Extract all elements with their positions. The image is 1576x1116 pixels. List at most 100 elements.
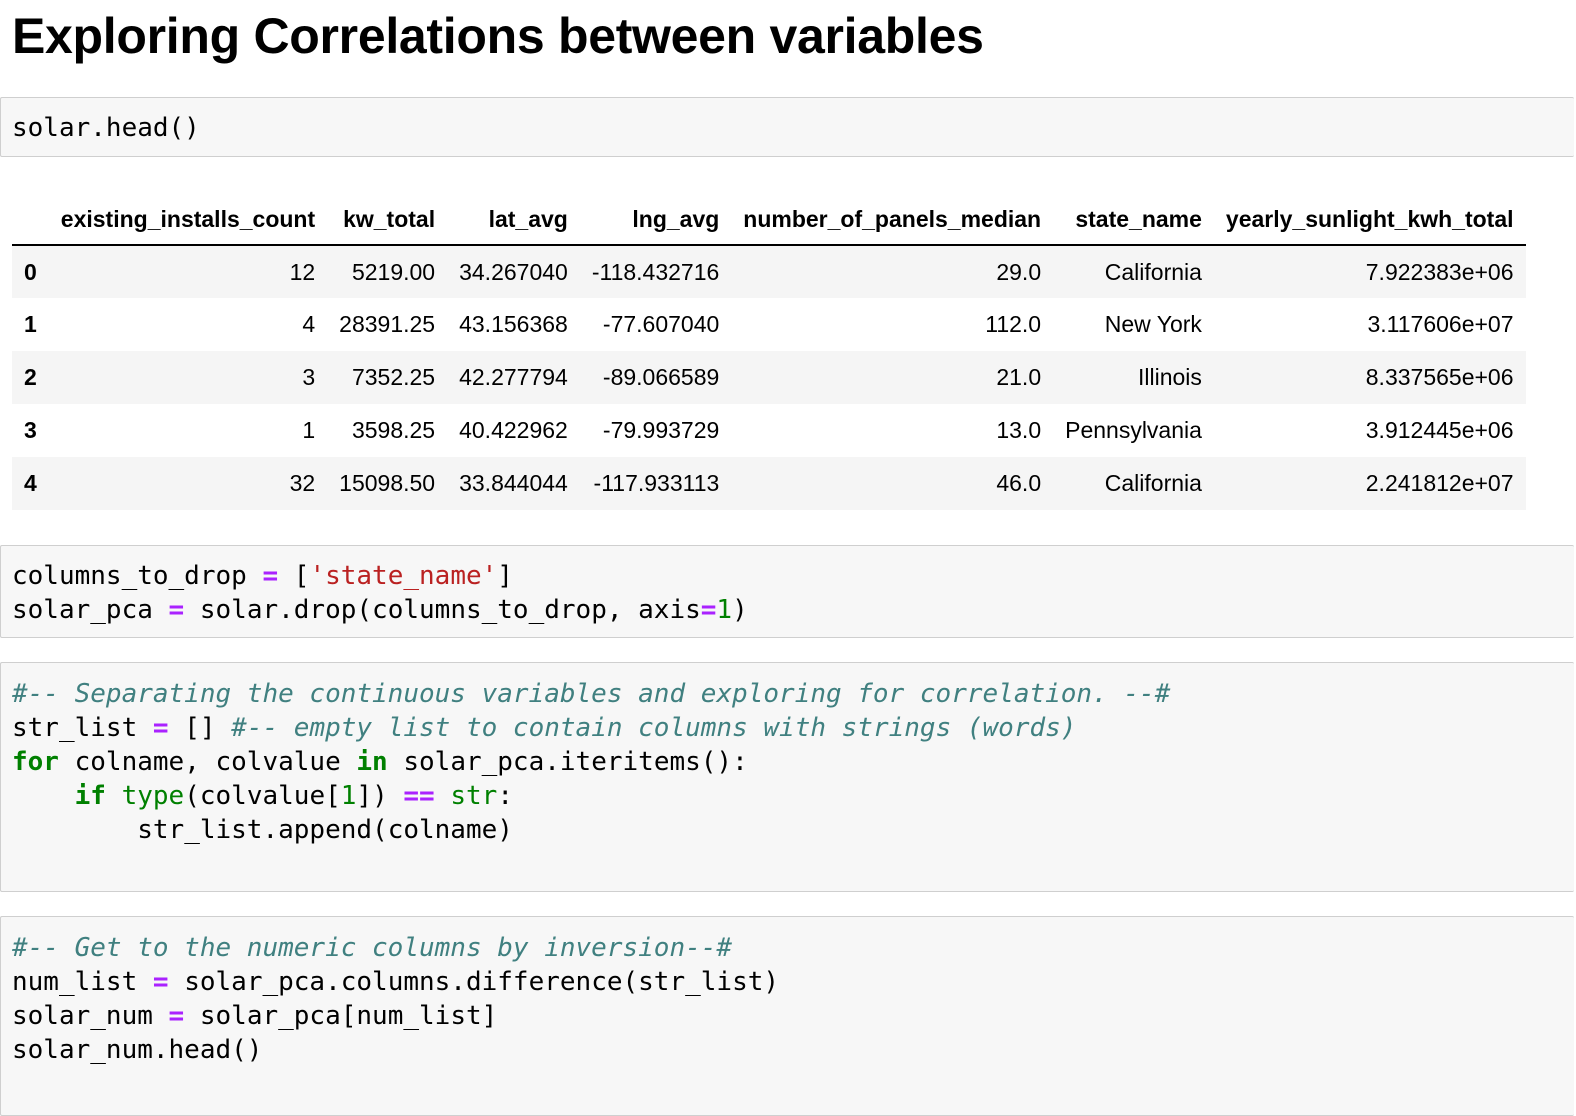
- code-line: solar.head(): [1, 111, 1574, 145]
- index-header: [12, 195, 49, 246]
- code-cell-3[interactable]: #-- Separating the continuous variables …: [0, 662, 1574, 892]
- column-header: kw_total: [327, 195, 448, 246]
- table-cell: -77.607040: [602, 311, 720, 337]
- row-index: 1: [24, 311, 37, 337]
- dataframe-output: existing_installs_count kw_total lat_avg ln…: [12, 195, 1526, 510]
- code-var: solar_num: [12, 1001, 153, 1031]
- column-header: number_of_panels_median: [731, 195, 1054, 246]
- row-index: 0: [24, 258, 37, 285]
- table-cell: 1: [302, 417, 316, 443]
- code-builtin: str: [450, 781, 498, 811]
- table-row: 3 1 3598.25 40.422962 -79.993729 13.0 Pennsylv…: [12, 404, 1526, 457]
- table-cell: 46.0: [996, 470, 1042, 496]
- code-operator: =: [700, 595, 717, 625]
- code-call: solar_pca.iteritems():: [403, 747, 748, 777]
- code-line: str_list = [] #-- empty list to contain …: [1, 711, 1574, 745]
- table-cell: 2.241812e+07: [1365, 470, 1514, 496]
- code-punct: ): [732, 595, 748, 625]
- code-comment: #-- empty list to contain columns with s…: [231, 713, 1077, 743]
- column-header: yearly_sunlight_kwh_total: [1213, 195, 1526, 246]
- column-header: lat_avg: [447, 195, 580, 246]
- table-header-row: existing_installs_count kw_total lat_avg ln…: [12, 195, 1526, 246]
- code-operator: =: [168, 1001, 185, 1031]
- table-cell: 4: [302, 311, 316, 337]
- table-row: 1 4 28391.25 43.156368 -77.607040 112.0 New Yo…: [12, 298, 1526, 351]
- code-operator: ==: [403, 781, 435, 811]
- table-cell: 34.267040: [459, 258, 568, 285]
- table-cell: 43.156368: [459, 311, 568, 337]
- code-line: num_list = solar_pca.columns.difference(…: [1, 965, 1574, 999]
- table-cell: 3598.25: [351, 417, 436, 443]
- row-index: 3: [24, 417, 37, 443]
- code-var: columns_to_drop: [12, 561, 247, 591]
- code-line: solar_num.head(): [1, 1033, 1574, 1067]
- table-cell: -79.993729: [602, 417, 720, 443]
- table-row: 2 3 7352.25 42.277794 -89.066589 21.0 Illinois…: [12, 351, 1526, 404]
- code-var: str_list: [12, 713, 138, 743]
- code-keyword: if: [74, 781, 106, 811]
- code-line: if type(colvalue[1]) == str:: [1, 779, 1574, 813]
- table-cell: California: [1104, 258, 1202, 285]
- code-line: solar_pca = solar.drop(columns_to_drop, …: [1, 593, 1574, 627]
- code-cell-4[interactable]: #-- Get to the numeric columns by invers…: [0, 916, 1574, 1116]
- code-string: 'state_name': [309, 561, 498, 591]
- table-cell: Illinois: [1138, 364, 1202, 390]
- table-row: 0 12 5219.00 34.267040 -118.432716 29.0 Califo…: [12, 245, 1526, 298]
- table-cell: 13.0: [996, 417, 1042, 443]
- code-line: #-- Get to the numeric columns by invers…: [1, 931, 1574, 965]
- table-cell: 112.0: [985, 311, 1042, 337]
- code-punct: [: [293, 561, 310, 591]
- code-call: solar_pca.columns.difference(str_list): [184, 967, 780, 997]
- code-comment: #-- Separating the continuous variables …: [12, 679, 1171, 709]
- table-cell: 15098.50: [339, 470, 436, 496]
- page-title: Exploring Correlations between variables: [12, 8, 984, 64]
- code-line: columns_to_drop = ['state_name']: [1, 559, 1574, 593]
- table-cell: 8.337565e+06: [1365, 364, 1514, 390]
- table-cell: 32: [289, 470, 316, 496]
- table-cell: -118.432716: [591, 258, 720, 285]
- code-punct: ]: [497, 561, 513, 591]
- code-cell-1[interactable]: solar.head(): [0, 97, 1574, 157]
- code-comment: #-- Get to the numeric columns by invers…: [12, 933, 733, 963]
- code-number: 1: [716, 595, 733, 625]
- table-cell: 3.912445e+06: [1365, 417, 1514, 443]
- table-cell: California: [1104, 470, 1202, 496]
- table-cell: 29.0: [996, 258, 1042, 285]
- code-var: num_list: [12, 967, 138, 997]
- code-punct: []: [184, 713, 216, 743]
- code-line: str_list.append(colname): [1, 813, 1574, 847]
- table-cell: 7352.25: [351, 364, 436, 390]
- code-builtin: type: [121, 781, 185, 811]
- code-cell-2[interactable]: columns_to_drop = ['state_name'] solar_p…: [0, 545, 1574, 638]
- table-cell: -89.066589: [602, 364, 720, 390]
- table-cell: 33.844044: [459, 470, 568, 496]
- table-cell: 28391.25: [339, 311, 436, 337]
- code-call: solar.drop(columns_to_drop, axis: [199, 595, 701, 625]
- code-keyword: for: [12, 747, 59, 777]
- dataframe-table: existing_installs_count kw_total lat_avg ln…: [12, 195, 1526, 510]
- table-cell: 3.117606e+07: [1367, 311, 1514, 337]
- code-keyword: in: [356, 747, 388, 777]
- code-operator: =: [152, 713, 169, 743]
- code-var: colname, colvalue: [74, 747, 341, 777]
- code-punct: :: [497, 781, 513, 811]
- code-line: #-- Separating the continuous variables …: [1, 677, 1574, 711]
- table-row: 4 32 15098.50 33.844044 -117.933113 46.0 Calif…: [12, 457, 1526, 510]
- table-cell: 40.422962: [459, 417, 568, 443]
- code-call: str_list.append(colname): [137, 815, 513, 845]
- code-call: solar_pca[num_list]: [199, 1001, 498, 1031]
- table-cell: 5219.00: [351, 258, 436, 285]
- code-call: solar_num.head(): [12, 1035, 263, 1065]
- code-line: solar_num = solar_pca[num_list]: [1, 999, 1574, 1033]
- column-header: existing_installs_count: [48, 195, 328, 246]
- row-index: 4: [24, 470, 37, 496]
- table-cell: New York: [1104, 311, 1202, 337]
- code-var: solar_pca: [12, 595, 153, 625]
- code-line: for colname, colvalue in solar_pca.iteri…: [1, 745, 1574, 779]
- table-cell: 3: [302, 364, 316, 390]
- column-header: lng_avg: [579, 195, 732, 246]
- column-header: state_name: [1053, 195, 1214, 246]
- code-operator: =: [262, 561, 279, 591]
- table-cell: -117.933113: [593, 470, 720, 496]
- table-cell: 42.277794: [459, 364, 568, 390]
